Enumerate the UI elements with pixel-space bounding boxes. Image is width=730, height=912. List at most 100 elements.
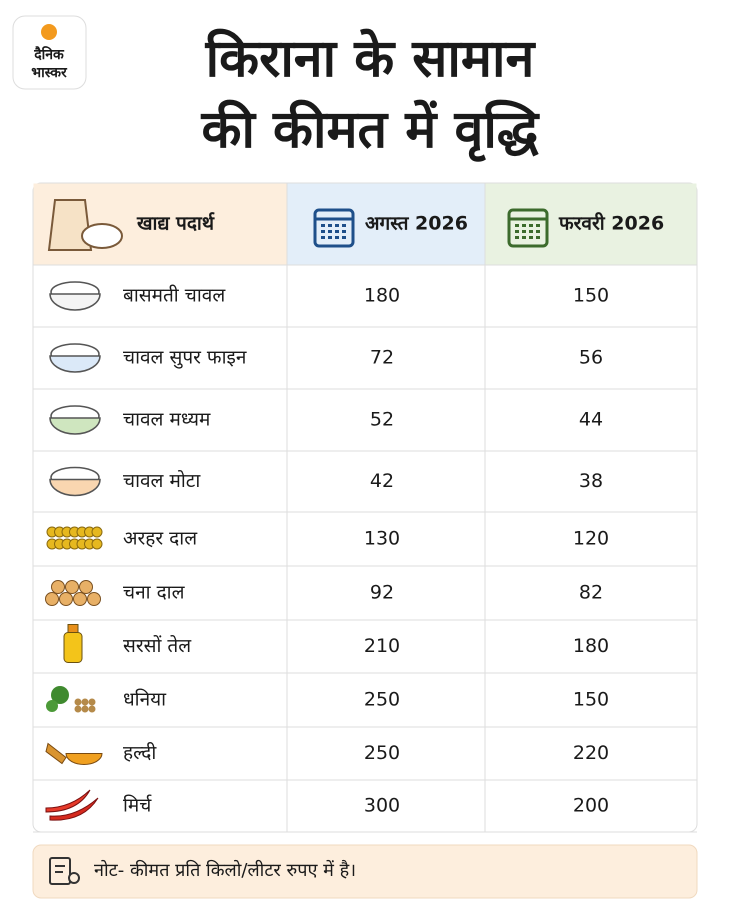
calendar-dot bbox=[335, 230, 339, 233]
item-name: चावल मध्यम bbox=[123, 409, 211, 431]
chana bbox=[73, 592, 87, 606]
chana bbox=[79, 580, 93, 594]
price: 180 bbox=[364, 285, 400, 307]
seed bbox=[88, 698, 96, 706]
cap bbox=[67, 624, 79, 633]
price: 250 bbox=[364, 689, 400, 711]
header-text: खाद्य पदार्थ bbox=[136, 212, 215, 235]
calendar-dot bbox=[522, 236, 526, 239]
chana bbox=[45, 592, 59, 606]
root bbox=[45, 742, 67, 765]
calendar-dot bbox=[536, 230, 540, 233]
price: 72 bbox=[370, 347, 394, 369]
leaf bbox=[51, 686, 69, 704]
price: 220 bbox=[573, 742, 609, 764]
logo-sun bbox=[41, 24, 57, 40]
chana bbox=[51, 580, 65, 594]
dal bbox=[91, 526, 103, 538]
price: 180 bbox=[573, 635, 609, 657]
price: 52 bbox=[370, 409, 394, 431]
bowl bbox=[81, 223, 123, 249]
food-icon bbox=[49, 405, 101, 435]
calendar-dot bbox=[515, 230, 519, 233]
seed bbox=[81, 705, 89, 713]
calendar-dot bbox=[342, 230, 346, 233]
logo-line2: भास्कर bbox=[31, 65, 68, 81]
food-icon bbox=[45, 742, 103, 765]
food-icon bbox=[49, 343, 101, 373]
calendar-dot bbox=[328, 230, 332, 233]
price: 92 bbox=[370, 582, 394, 604]
leaf bbox=[46, 700, 58, 712]
chana bbox=[65, 580, 79, 594]
item-name: मिर्च bbox=[123, 794, 152, 817]
note-icon bbox=[49, 857, 80, 885]
calendar-dot bbox=[321, 236, 325, 239]
price: 130 bbox=[364, 528, 400, 550]
calendar-icon bbox=[313, 208, 355, 248]
price: 38 bbox=[579, 470, 603, 492]
calendar-dot bbox=[529, 224, 533, 227]
price: 44 bbox=[579, 409, 603, 431]
bottle bbox=[63, 632, 83, 663]
bowl bbox=[49, 478, 101, 497]
price: 250 bbox=[364, 742, 400, 764]
logo-box bbox=[12, 15, 87, 90]
price: 56 bbox=[579, 347, 603, 369]
seed bbox=[88, 705, 96, 713]
seed bbox=[81, 698, 89, 706]
dal bbox=[91, 538, 103, 550]
chili bbox=[45, 789, 91, 813]
item-name: हल्दी bbox=[123, 741, 157, 764]
calendar-dot bbox=[515, 236, 519, 239]
item-name: बासमती चावल bbox=[123, 284, 226, 307]
food-icon bbox=[49, 466, 101, 497]
price: 150 bbox=[573, 285, 609, 307]
calendar-dot bbox=[515, 224, 519, 227]
item-name: चावल सुपर फाइन bbox=[123, 347, 247, 370]
title-line1: किराना के सामान bbox=[205, 28, 537, 89]
calendar-dot bbox=[335, 224, 339, 227]
calendar-dot bbox=[321, 224, 325, 227]
item-name: धनिया bbox=[123, 688, 167, 711]
calendar-dot bbox=[321, 230, 325, 233]
bowl bbox=[49, 355, 101, 373]
food-icon bbox=[46, 686, 96, 713]
calendar-dot bbox=[328, 224, 332, 227]
seed bbox=[74, 705, 82, 713]
calendar-dot bbox=[522, 224, 526, 227]
calendar-dot bbox=[335, 236, 339, 239]
sack bbox=[47, 199, 93, 251]
calendar-dot bbox=[328, 236, 332, 239]
calendar-body bbox=[313, 208, 355, 248]
food-icon bbox=[49, 281, 101, 311]
logo-line1: दैनिक bbox=[33, 46, 65, 63]
food-icon bbox=[45, 580, 101, 606]
price: 42 bbox=[370, 470, 394, 492]
title-line2: की कीमत में वृद्धि bbox=[201, 99, 540, 162]
powder-bowl bbox=[65, 753, 103, 765]
header-cell bbox=[485, 183, 697, 265]
price: 120 bbox=[573, 528, 609, 550]
item-name: सरसों तेल bbox=[123, 634, 192, 657]
header-food-icon bbox=[47, 199, 123, 251]
chana bbox=[87, 592, 101, 606]
price: 210 bbox=[364, 635, 400, 657]
table-frame bbox=[32, 182, 698, 833]
price: 150 bbox=[573, 689, 609, 711]
calendar-dot bbox=[342, 224, 346, 227]
header-cell bbox=[287, 183, 485, 265]
note-text: नोट- कीमत प्रति किलो/लीटर रुपए में है। bbox=[94, 859, 356, 881]
calendar-body bbox=[507, 208, 549, 248]
food-icon bbox=[46, 526, 103, 550]
item-name: चना दाल bbox=[123, 582, 186, 604]
seed bbox=[74, 698, 82, 706]
bowl bbox=[49, 293, 101, 311]
header-text: फरवरी 2026 bbox=[558, 212, 664, 235]
chili bbox=[49, 797, 99, 821]
item-name: अरहर दाल bbox=[123, 528, 198, 550]
header-text: अगस्त 2026 bbox=[365, 213, 468, 235]
food-icon bbox=[63, 624, 83, 663]
bowl bbox=[49, 417, 101, 435]
